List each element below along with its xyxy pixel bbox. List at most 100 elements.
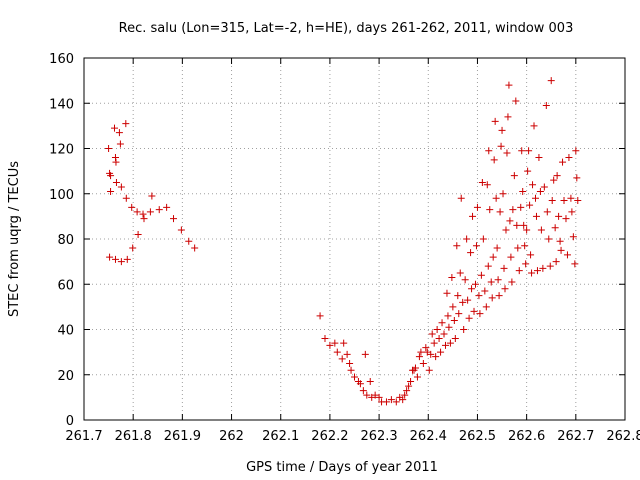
y-tick-label: 0	[66, 414, 74, 429]
data-point	[519, 187, 527, 195]
data-point	[553, 172, 561, 180]
x-tick-label: 262.1	[262, 429, 299, 444]
data-point	[528, 269, 536, 277]
data-point	[500, 264, 508, 272]
data-point	[572, 147, 580, 155]
data-point	[443, 289, 451, 297]
data-point	[484, 262, 492, 270]
data-point	[450, 316, 458, 324]
data-point	[524, 167, 532, 175]
plot-frame	[83, 57, 626, 421]
data-point	[343, 350, 351, 358]
data-point	[107, 172, 115, 180]
data-point	[568, 208, 576, 216]
data-point	[146, 208, 154, 216]
data-point	[477, 271, 485, 279]
data-point	[148, 192, 156, 200]
data-point	[501, 285, 509, 293]
data-point	[417, 348, 425, 356]
data-point	[155, 206, 163, 214]
data-point	[449, 303, 457, 311]
data-point	[122, 120, 130, 128]
data-point	[487, 278, 495, 286]
data-point	[430, 339, 438, 347]
data-point	[340, 339, 348, 347]
data-point	[438, 319, 446, 327]
data-point	[446, 339, 454, 347]
data-point	[382, 398, 390, 406]
data-point	[110, 124, 118, 132]
data-point	[493, 244, 501, 252]
data-point	[451, 335, 459, 343]
data-point	[338, 355, 346, 363]
data-point	[413, 373, 421, 381]
x-tick-label: 262.5	[459, 429, 496, 444]
data-point	[433, 326, 441, 333]
data-point	[111, 255, 119, 263]
data-point	[499, 190, 507, 198]
data-point	[488, 294, 496, 302]
data-point	[537, 226, 545, 234]
data-point	[437, 348, 445, 356]
data-point	[509, 206, 517, 214]
data-point	[571, 260, 579, 268]
data-point	[347, 366, 355, 374]
data-point	[517, 203, 525, 211]
data-point	[491, 117, 499, 125]
data-point	[557, 246, 565, 254]
data-point	[542, 102, 550, 110]
data-point	[492, 194, 500, 202]
data-point	[356, 380, 364, 388]
data-point	[117, 258, 125, 266]
data-point	[128, 203, 136, 211]
data-point	[107, 187, 115, 195]
y-tick-label: 160	[49, 52, 74, 67]
data-point	[405, 382, 413, 390]
data-point	[471, 280, 479, 288]
data-point	[514, 244, 522, 252]
data-point	[532, 212, 540, 220]
data-point	[526, 201, 534, 209]
data-point	[563, 251, 571, 259]
data-point	[485, 147, 493, 155]
data-point	[448, 273, 456, 281]
data-point	[523, 226, 531, 234]
data-point	[134, 230, 142, 238]
data-point	[419, 359, 427, 367]
y-tick-label: 40	[57, 324, 74, 339]
data-point	[508, 278, 516, 286]
data-point	[185, 237, 193, 245]
data-point	[359, 387, 367, 395]
data-point	[455, 310, 463, 318]
data-point	[551, 224, 559, 232]
data-point	[407, 378, 415, 386]
data-point	[444, 312, 452, 320]
x-tick-label: 262	[219, 429, 244, 444]
data-point	[510, 172, 518, 180]
data-point	[574, 197, 582, 205]
data-point	[536, 187, 544, 195]
data-point	[496, 208, 504, 216]
data-point	[512, 97, 520, 105]
data-point	[333, 348, 341, 356]
data-point	[453, 242, 461, 250]
data-point	[467, 249, 475, 257]
data-point	[163, 203, 171, 211]
data-point	[473, 203, 481, 211]
data-point	[465, 314, 473, 322]
data-point	[399, 396, 407, 404]
data-point	[112, 178, 120, 186]
x-tick-label: 261.8	[115, 429, 152, 444]
data-point	[392, 398, 400, 406]
data-point	[559, 158, 567, 166]
data-point	[366, 378, 374, 386]
data-point	[428, 330, 436, 338]
data-point	[539, 264, 547, 272]
chart-title: Rec. salu (Lon=315, Lat=-2, h=HE), days …	[119, 21, 574, 36]
data-point	[515, 267, 523, 275]
y-axis-label: STEC from uqrg / TECUs	[7, 161, 22, 317]
data-point	[117, 183, 125, 191]
data-point	[573, 174, 581, 182]
data-point	[461, 276, 469, 284]
